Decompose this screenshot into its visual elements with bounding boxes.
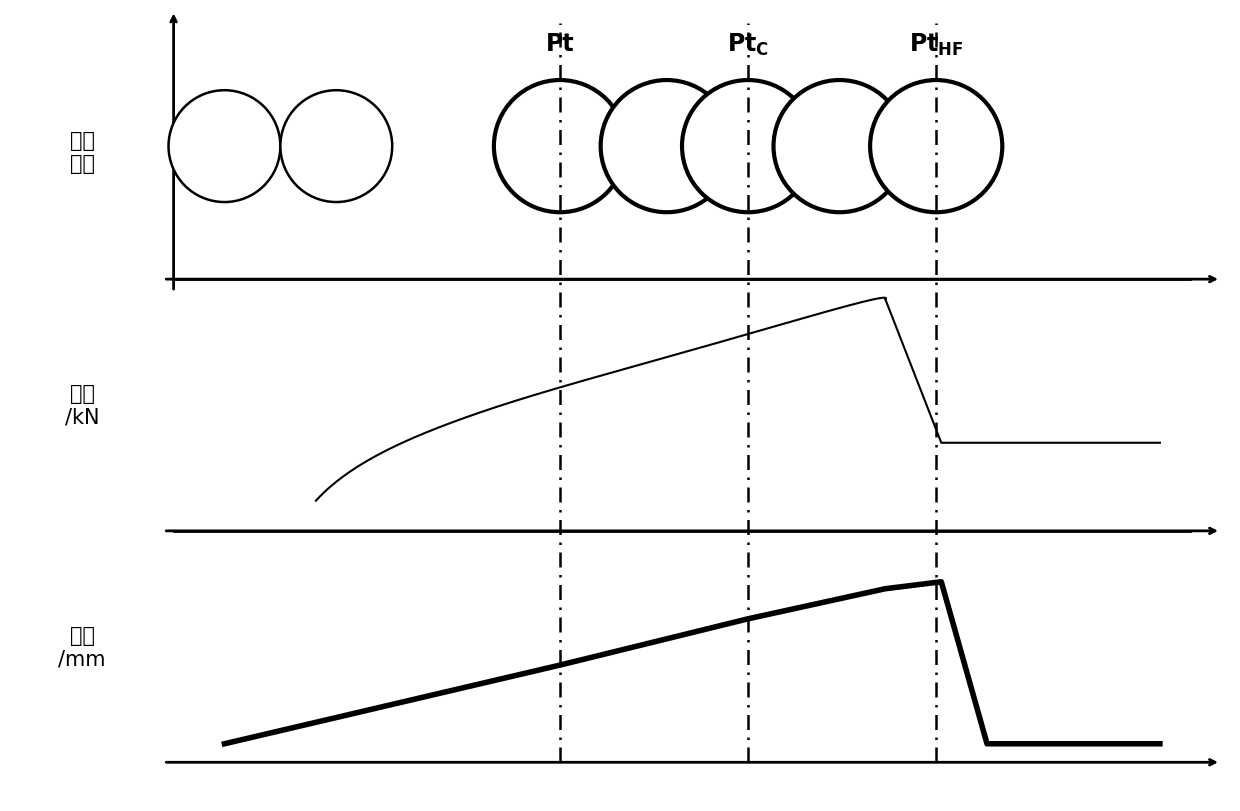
Ellipse shape — [494, 81, 626, 213]
Text: 采集
图像: 采集 图像 — [69, 131, 94, 174]
Ellipse shape — [682, 81, 815, 213]
Ellipse shape — [774, 81, 905, 213]
Ellipse shape — [280, 91, 392, 203]
Ellipse shape — [600, 81, 733, 213]
Ellipse shape — [169, 91, 280, 203]
Text: 载荷
/kN: 载荷 /kN — [64, 384, 99, 427]
Ellipse shape — [870, 81, 1002, 213]
Text: Pt$_\mathregular{C}$: Pt$_\mathregular{C}$ — [727, 32, 769, 58]
Text: 位移
/mm: 位移 /mm — [58, 625, 105, 668]
Text: Pt$_\mathregular{HF}$: Pt$_\mathregular{HF}$ — [909, 32, 963, 58]
Text: Pt: Pt — [546, 32, 574, 56]
